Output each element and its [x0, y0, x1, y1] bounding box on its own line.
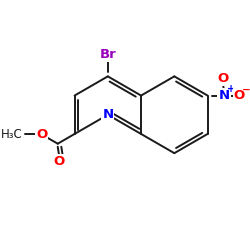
Text: H₃C: H₃C [0, 128, 22, 141]
Text: O: O [217, 72, 228, 85]
Text: Br: Br [100, 48, 116, 61]
Text: N: N [102, 108, 114, 121]
Text: N: N [218, 89, 230, 102]
Text: −: − [242, 84, 250, 94]
Text: O: O [54, 155, 65, 168]
Text: O: O [234, 89, 245, 102]
Text: O: O [36, 128, 48, 141]
Text: +: + [226, 84, 235, 94]
